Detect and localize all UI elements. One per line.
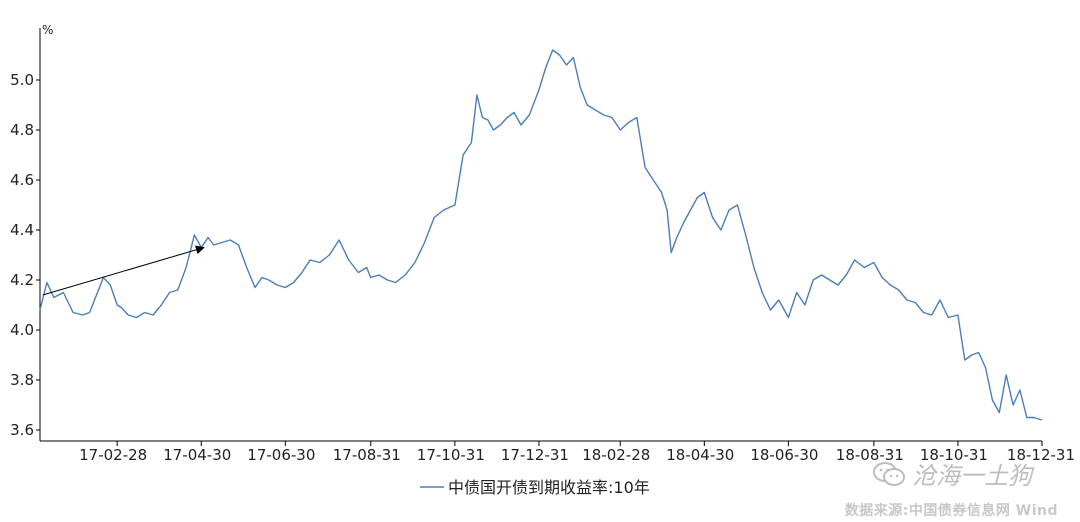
y-tick-label: 4.2: [10, 271, 34, 289]
x-tick-label: 18-12-31: [1007, 446, 1075, 464]
wechat-icon: [873, 461, 905, 486]
y-tick-label: 5.0: [10, 71, 34, 89]
x-tick-label: 17-06-30: [247, 446, 315, 464]
x-tick-label: 18-10-31: [920, 446, 988, 464]
x-tick-label: 18-02-28: [582, 446, 650, 464]
y-tick-label: 4.4: [10, 221, 34, 239]
legend: 中债国开债到期收益率:10年: [420, 478, 650, 497]
y-ticks: 3.6 3.8 4.0 4.2 4.4 4.6 4.8 5.0: [10, 71, 40, 439]
y-tick-label: 4.0: [10, 321, 34, 339]
y-axis: %: [39, 23, 53, 441]
x-tick-label: 17-10-31: [417, 446, 485, 464]
x-tick-label: 18-04-30: [666, 446, 734, 464]
x-ticks: 17-02-28 17-04-30 17-06-30 17-08-31 17-10-31…: [79, 441, 1075, 464]
y-tick-label: 3.8: [10, 371, 34, 389]
y-tick-label: 3.6: [10, 421, 34, 439]
annotation-arrow: [42, 245, 205, 296]
data-source-note: 数据来源:中国债券信息网 Wind: [844, 503, 1058, 519]
watermark: 沧海一土狗: [872, 456, 1032, 491]
series-line-cdb-10y-yield: [39, 49, 1043, 421]
legend-label: 中债国开债到期收益率:10年: [448, 478, 650, 497]
x-tick-label: 17-08-31: [333, 446, 401, 464]
y-tick-label: 4.6: [10, 171, 34, 189]
watermark-text: 沧海一土狗: [912, 462, 1032, 490]
x-tick-label: 17-04-30: [163, 446, 231, 464]
x-tick-label: 18-06-30: [750, 446, 818, 464]
x-tick-label: 17-12-31: [501, 446, 569, 464]
y-tick-label: 4.8: [10, 121, 34, 139]
x-tick-label: 18-08-31: [836, 446, 904, 464]
y-axis-unit: %: [42, 23, 53, 37]
x-tick-label: 17-02-28: [79, 446, 147, 464]
